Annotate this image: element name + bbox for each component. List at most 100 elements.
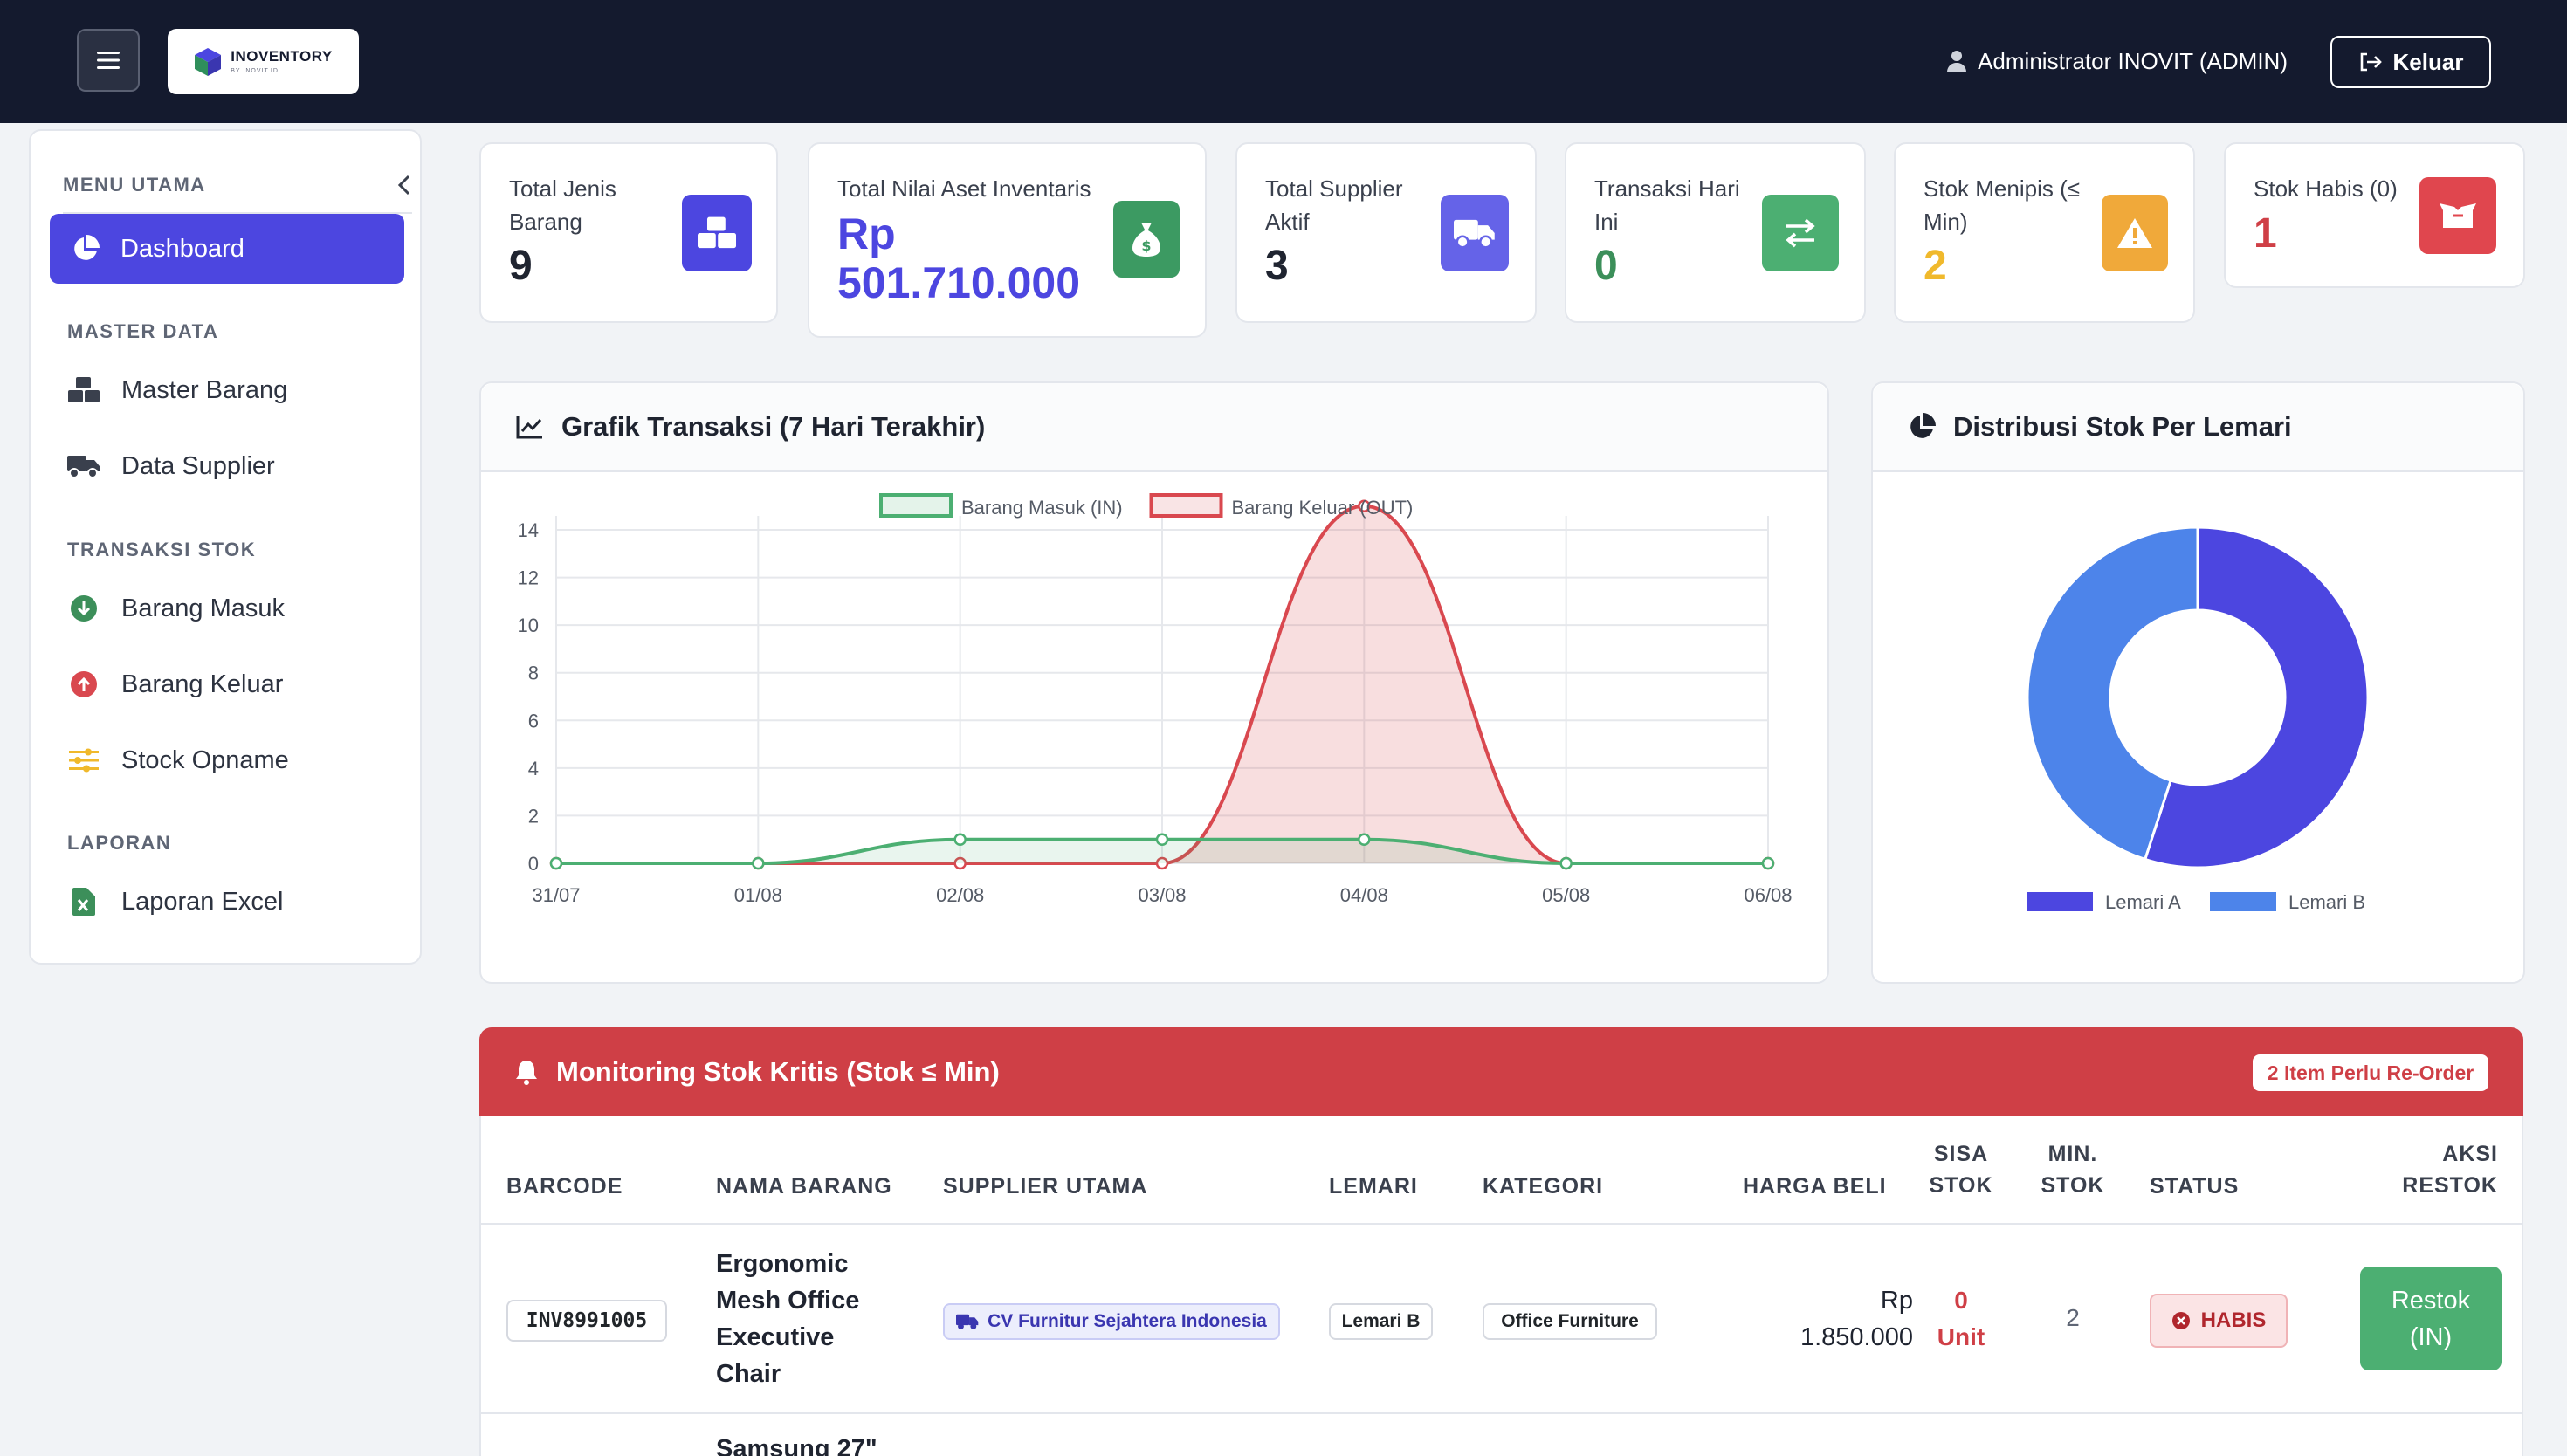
row-divider bbox=[481, 1412, 2522, 1414]
col-nama-barang: NAMA BARANG bbox=[716, 1174, 892, 1198]
open-box-icon bbox=[2419, 177, 2496, 254]
sidebar-section-master-data: MASTER DATA bbox=[67, 320, 219, 342]
legend-label: Barang Masuk (IN) bbox=[961, 497, 1123, 519]
y-tick-label: 8 bbox=[528, 663, 539, 684]
stat-value: 0 bbox=[1594, 243, 1618, 289]
legend-swatch bbox=[879, 493, 953, 518]
arrow-down-circle-icon bbox=[71, 595, 97, 622]
transaction-chart-panel: Grafik Transaksi (7 Hari Terakhir) 0 2 4 6 8… bbox=[479, 381, 1829, 984]
data-point bbox=[953, 833, 967, 846]
svg-text:$: $ bbox=[1141, 237, 1151, 254]
sidebar-section-transaksi-stok: TRANSAKSI STOK bbox=[67, 539, 257, 560]
hamburger-icon bbox=[97, 52, 120, 69]
sidebar-item-laporan-excel[interactable]: Laporan Excel bbox=[67, 880, 283, 924]
transaction-line-chart: 0 2 4 6 8 10 12 14 31/07 01/08 02/08 03/08 04/08 05/0… bbox=[518, 493, 1793, 906]
truck-icon bbox=[1441, 195, 1509, 271]
y-tick-label: 14 bbox=[518, 519, 539, 541]
button-label: (IN) bbox=[2409, 1322, 2453, 1351]
sisa-stok-value: 0 bbox=[1954, 1287, 1968, 1314]
harga-beli: Rp bbox=[1880, 1287, 1913, 1315]
sidebar-title: MENU UTAMA bbox=[63, 174, 206, 196]
excel-file-icon bbox=[72, 888, 95, 916]
sidebar-header: MENU UTAMA bbox=[63, 161, 412, 214]
monitoring-header: Monitoring Stok Kritis (Stok ≤ Min) bbox=[479, 1027, 2523, 1116]
x-tick-label: 01/08 bbox=[734, 884, 782, 906]
stat-label: Aktif bbox=[1265, 209, 1310, 235]
arrow-up-circle-icon bbox=[71, 671, 97, 697]
stat-card-stok-menipis: Stok Menipis (≤ Min) 2 bbox=[1894, 142, 2195, 323]
sidebar-item-data-supplier[interactable]: Data Supplier bbox=[67, 444, 275, 488]
exchange-arrows-icon bbox=[1762, 195, 1839, 271]
status-badge: HABIS bbox=[2150, 1294, 2288, 1348]
y-tick-label: 4 bbox=[528, 758, 539, 780]
panel-title: Distribusi Stok Per Lemari bbox=[1953, 411, 2292, 442]
data-point bbox=[1358, 833, 1371, 846]
col-min-stok: MIN. bbox=[2047, 1142, 2098, 1166]
stat-value: Rp bbox=[837, 209, 896, 258]
stat-label: Ini bbox=[1594, 209, 1619, 235]
sidebar-item-barang-keluar[interactable]: Barang Keluar bbox=[67, 663, 283, 706]
col-aksi-restok: RESTOK bbox=[2402, 1173, 2498, 1198]
user-icon bbox=[1947, 51, 1967, 72]
y-tick-label: 6 bbox=[528, 710, 539, 731]
sidebar-item-label: Data Supplier bbox=[121, 451, 275, 480]
data-point bbox=[1358, 499, 1371, 512]
stat-label: Transaksi Hari bbox=[1594, 175, 1740, 202]
user-info: Administrator INOVIT (ADMIN) bbox=[1946, 42, 2288, 80]
sidebar-item-label: Stock Opname bbox=[121, 745, 289, 774]
boxes-icon bbox=[68, 377, 100, 402]
bell-icon bbox=[516, 1061, 537, 1085]
data-point bbox=[1761, 856, 1775, 870]
stat-card-total-nilai-aset: Total Nilai Aset Inventaris Rp 501.710.0… bbox=[808, 142, 1207, 338]
sidebar-item-label: Laporan Excel bbox=[121, 887, 284, 916]
item-name: Mesh Office bbox=[716, 1287, 860, 1315]
lemari-chip: Lemari B bbox=[1329, 1303, 1433, 1340]
sidebar-item-barang-masuk[interactable]: Barang Masuk bbox=[67, 587, 285, 630]
col-barcode: BARCODE bbox=[506, 1174, 623, 1198]
logout-button[interactable]: Keluar bbox=[2330, 36, 2491, 88]
x-tick-label: 02/08 bbox=[936, 884, 984, 906]
chevron-left-icon[interactable] bbox=[396, 174, 412, 196]
stat-label: Stok Menipis (≤ bbox=[1924, 175, 2080, 202]
reorder-count-badge: 2 Item Perlu Re-Order bbox=[2253, 1054, 2488, 1091]
col-aksi-restok: AKSI bbox=[2442, 1142, 2498, 1166]
sidebar-item-dashboard[interactable]: Dashboard bbox=[50, 214, 404, 284]
x-tick-label: 03/08 bbox=[1138, 884, 1186, 906]
pie-chart-icon bbox=[74, 235, 100, 260]
restok-in-button[interactable]: Restok (IN) bbox=[2360, 1267, 2502, 1370]
brand-name: INOVENTORY bbox=[231, 48, 333, 65]
item-name: Ergonomic bbox=[716, 1250, 849, 1278]
stat-value: 1 bbox=[2254, 210, 2277, 257]
legend-label: Barang Keluar (OUT) bbox=[1232, 497, 1414, 519]
sidebar-item-stock-opname[interactable]: Stock Opname bbox=[67, 738, 289, 782]
truck-icon bbox=[67, 456, 100, 478]
data-point bbox=[549, 856, 563, 870]
item-name: Executive bbox=[716, 1323, 835, 1351]
y-tick-label: 0 bbox=[528, 853, 539, 875]
sisa-stok-unit: Unit bbox=[1937, 1323, 1985, 1350]
min-stok-value: 2 bbox=[2066, 1304, 2080, 1331]
brand-logo[interactable]: INOVENTORY BY INOVIT.ID bbox=[168, 29, 359, 94]
critical-stock-table: BARCODE NAMA BARANG SUPPLIER UTAMA LEMAR… bbox=[479, 1116, 2523, 1456]
stat-value: 3 bbox=[1265, 243, 1289, 289]
sidebar-item-label: Barang Masuk bbox=[121, 594, 285, 622]
cube-logo-icon bbox=[195, 47, 222, 76]
data-point bbox=[1155, 856, 1169, 870]
sidebar-item-label: Barang Keluar bbox=[121, 670, 284, 698]
y-tick-label: 2 bbox=[528, 805, 539, 827]
logout-label: Keluar bbox=[2392, 48, 2464, 75]
legend-label: Lemari A bbox=[2105, 891, 2181, 913]
brand-sub: BY INOVIT.ID bbox=[231, 68, 279, 74]
col-lemari: LEMARI bbox=[1329, 1174, 1418, 1198]
pie-chart-icon bbox=[1910, 413, 1936, 438]
legend-swatch bbox=[2027, 892, 2093, 911]
supplier-chip: CV Furnitur Sejahtera Indonesia bbox=[943, 1303, 1280, 1340]
col-sisa-stok: SISA bbox=[1933, 1142, 1989, 1166]
boxes-icon bbox=[682, 195, 752, 271]
kategori-chip: Office Furniture bbox=[1483, 1303, 1657, 1340]
legend-swatch bbox=[1149, 493, 1223, 518]
pie-slice bbox=[2143, 525, 2370, 869]
sidebar-item-master-barang[interactable]: Master Barang bbox=[67, 368, 287, 412]
menu-toggle-button[interactable] bbox=[77, 29, 140, 92]
data-point bbox=[1559, 856, 1573, 870]
